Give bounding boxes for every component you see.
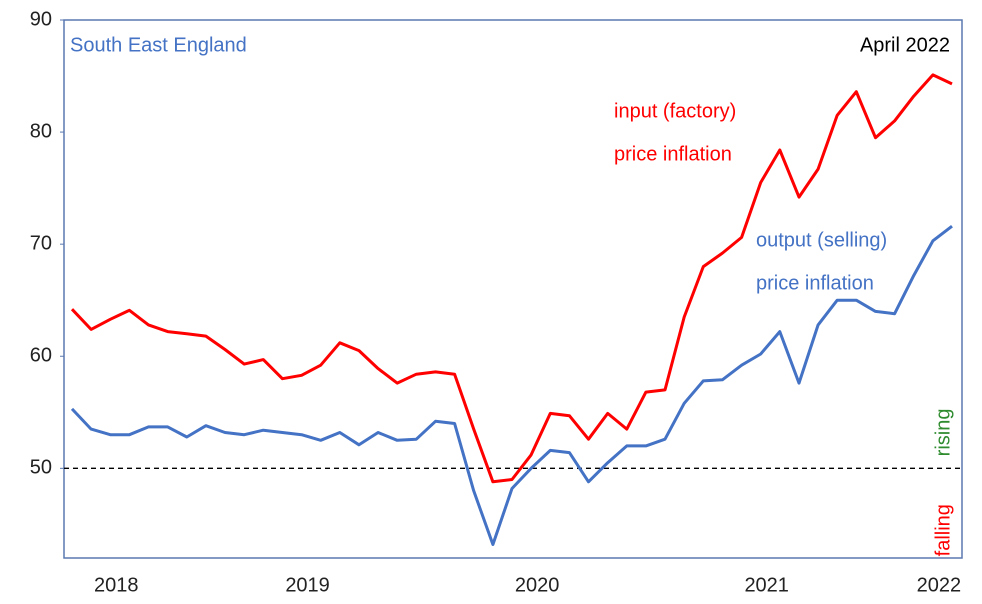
series-label: price inflation xyxy=(756,272,874,294)
y-tick-label: 60 xyxy=(30,345,52,367)
y-tick-label: 70 xyxy=(30,232,52,254)
x-tick-label: 2018 xyxy=(94,574,139,596)
series-label: output (selling) xyxy=(756,229,887,251)
series-label: input (factory) xyxy=(614,100,736,122)
chart-title: South East England xyxy=(70,34,247,56)
chart-subtitle: April 2022 xyxy=(860,34,950,56)
y-tick-label: 50 xyxy=(30,457,52,479)
x-tick-label: 2020 xyxy=(515,574,560,596)
falling-label: falling xyxy=(932,504,954,556)
x-tick-label: 2022 xyxy=(917,574,962,596)
rising-label: rising xyxy=(932,409,954,457)
series-line xyxy=(70,73,953,484)
series-line xyxy=(70,225,953,546)
x-tick-label: 2019 xyxy=(285,574,330,596)
x-tick-label: 2021 xyxy=(744,574,789,596)
plot-frame xyxy=(63,19,963,559)
y-tick-label: 80 xyxy=(30,120,52,142)
series-label: price inflation xyxy=(614,143,732,165)
y-tick-label: 90 xyxy=(30,8,52,30)
